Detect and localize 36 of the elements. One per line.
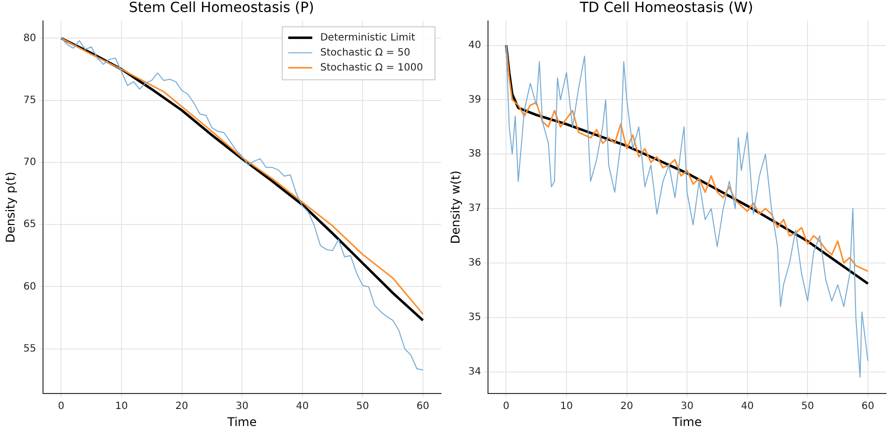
y-tick-label: 65 (23, 219, 36, 230)
y-tick-label: 34 (468, 366, 482, 378)
x-tick-label: 30 (236, 401, 248, 412)
chart-title: TD Cell Homeostasis (W) (578, 0, 754, 16)
y-tick-label: 75 (23, 94, 36, 106)
x-tick-label: 40 (296, 401, 309, 412)
x-tick-label: 60 (416, 401, 430, 412)
y-tick-label: 70 (23, 157, 36, 168)
x-axis-title: Time (226, 414, 257, 429)
y-tick-label: 38 (468, 148, 482, 160)
y-tick-label: 39 (468, 94, 482, 106)
y-tick-label: 55 (23, 343, 36, 354)
x-tick-label: 0 (503, 401, 510, 412)
x-tick-label: 30 (680, 401, 694, 412)
x-tick-label: 0 (58, 401, 64, 412)
x-axis-title: Time (671, 414, 702, 429)
y-tick-label: 60 (23, 281, 36, 292)
legend-label: Deterministic Limit (320, 32, 416, 44)
y-axis-title: Density w(t) (448, 170, 462, 244)
x-tick-label: 20 (175, 401, 188, 412)
x-tick-label: 10 (560, 401, 573, 412)
chart-title: Stem Cell Homeostasis (P) (128, 0, 314, 16)
y-axis-title: Density p(t) (3, 172, 18, 243)
y-tick-label: 36 (468, 258, 482, 269)
y-tick-label: 35 (468, 312, 482, 323)
x-tick-label: 20 (620, 401, 634, 412)
x-tick-label: 50 (801, 401, 814, 412)
x-tick-label: 50 (356, 401, 369, 412)
x-tick-label: 10 (115, 401, 128, 412)
y-tick-label: 37 (468, 203, 482, 214)
y-tick-label: 80 (23, 32, 36, 44)
x-tick-label: 40 (740, 401, 754, 412)
legend-label: Stochastic Ω = 50 (320, 47, 410, 58)
legend-label: Stochastic Ω = 1000 (320, 62, 423, 74)
y-tick-label: 40 (468, 40, 482, 51)
x-tick-label: 60 (862, 401, 874, 412)
